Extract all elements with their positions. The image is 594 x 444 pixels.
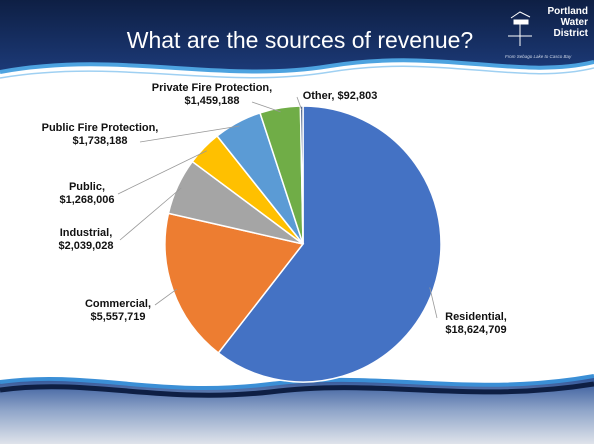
- header-wave: [0, 65, 594, 79]
- category-label: Public Fire Protection,: [41, 122, 159, 134]
- leader-line: [251, 101, 281, 113]
- footer-wave: [0, 374, 594, 390]
- leader-line: [154, 288, 178, 306]
- value-label: $1,738,188: [72, 135, 128, 147]
- chart-title: What are the sources of revenue?: [127, 27, 473, 53]
- category-label: Other,: [302, 90, 335, 102]
- data-label: Industrial, $2,039,028: [24, 227, 148, 253]
- data-label: Other, $92,803: [278, 90, 402, 103]
- pie-slice: [217, 105, 442, 383]
- leader-line: [429, 287, 438, 319]
- footer-wave: [0, 381, 594, 398]
- value-label: $1,459,188: [184, 95, 240, 107]
- category-label: Residential,: [445, 311, 507, 323]
- logo-tagline: From Sebago Lake to Casco Bay: [505, 54, 572, 59]
- leader-line: [139, 125, 240, 143]
- data-label: Residential, $18,624,709: [414, 311, 538, 337]
- header-wave: [0, 58, 594, 74]
- pie-slice: [164, 212, 305, 355]
- value-label: $2,039,028: [58, 240, 114, 252]
- logo-name: Portland Water District: [547, 6, 588, 39]
- category-label: Private Fire Protection,: [151, 82, 273, 94]
- data-label: Commercial, $5,557,719: [56, 298, 180, 324]
- data-label: Private Fire Protection, $1,459,188: [150, 82, 274, 108]
- data-label: Public Fire Protection, $1,738,188: [38, 122, 162, 148]
- category-label: Industrial,: [59, 227, 113, 239]
- leader-line: [296, 96, 303, 111]
- data-label: Public, $1,268,006: [25, 181, 149, 207]
- leader-line: [119, 187, 182, 241]
- category-label: Commercial,: [84, 298, 152, 310]
- header-band: [0, 0, 594, 72]
- value-label: $5,557,719: [90, 311, 146, 323]
- leader-line: [117, 150, 207, 195]
- value-label: $18,624,709: [445, 324, 507, 336]
- category-label: Public,: [68, 181, 106, 193]
- logo-icon: [508, 11, 532, 46]
- value-label: $1,268,006: [59, 194, 115, 206]
- value-label: $92,803: [337, 90, 378, 102]
